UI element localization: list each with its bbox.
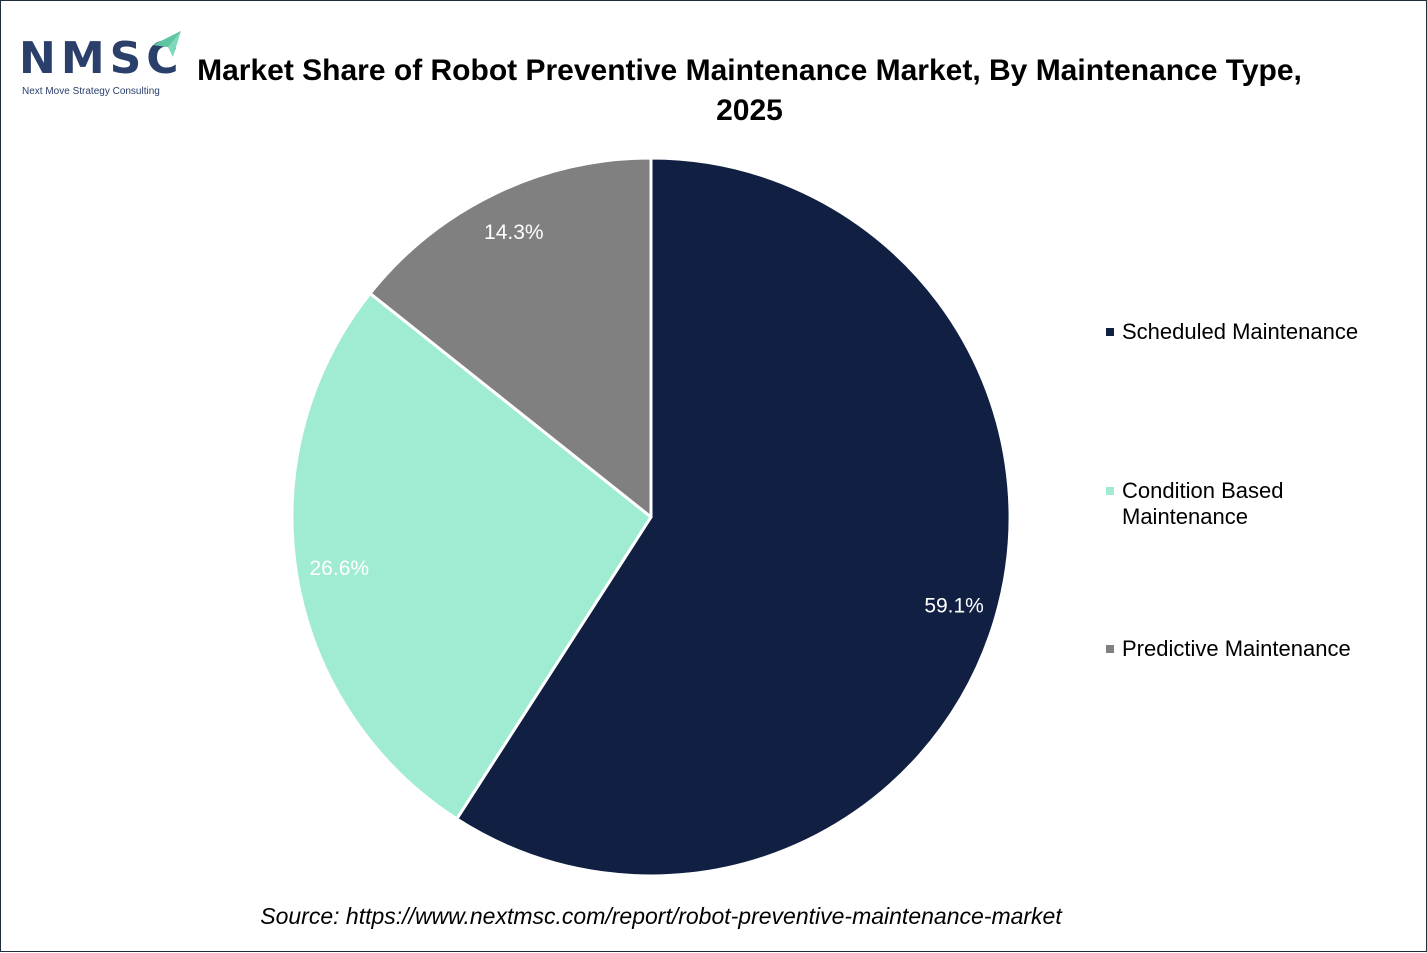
logo-tagline: Next Move Strategy Consulting [22,86,160,97]
data-label-condition-based: 26.6% [310,557,370,580]
source-note: Source: https://www.nextmsc.com/report/r… [260,903,1062,929]
legend-label: Predictive Maintenance [1122,636,1351,661]
legend-label: Scheduled Maintenance [1122,319,1359,344]
pie-slice-predictive [368,156,653,519]
data-label-predictive: 14.3% [484,221,544,244]
legend-swatch [1106,645,1114,653]
legend-swatch [1106,487,1114,495]
legend-item-condition-based: Condition Based Maintenance [1106,478,1312,530]
legend-item-scheduled: Scheduled Maintenance [1106,319,1382,345]
logo-letters: NMSC [19,33,184,84]
pie-slice-scheduled [455,156,1012,878]
chart-title: Market Share of Robot Preventive Mainten… [197,54,1302,127]
logo-arrow-icon [153,31,181,57]
legend-label: Condition Based Maintenance [1122,478,1284,529]
data-label-scheduled: 59.1% [924,595,984,618]
legend-swatch [1106,328,1114,336]
legend-item-predictive: Predictive Maintenance [1106,636,1382,662]
nmsc-logo: NMSC Next Move Strategy Consulting [19,29,189,101]
pie-slice-condition-based [290,291,653,821]
